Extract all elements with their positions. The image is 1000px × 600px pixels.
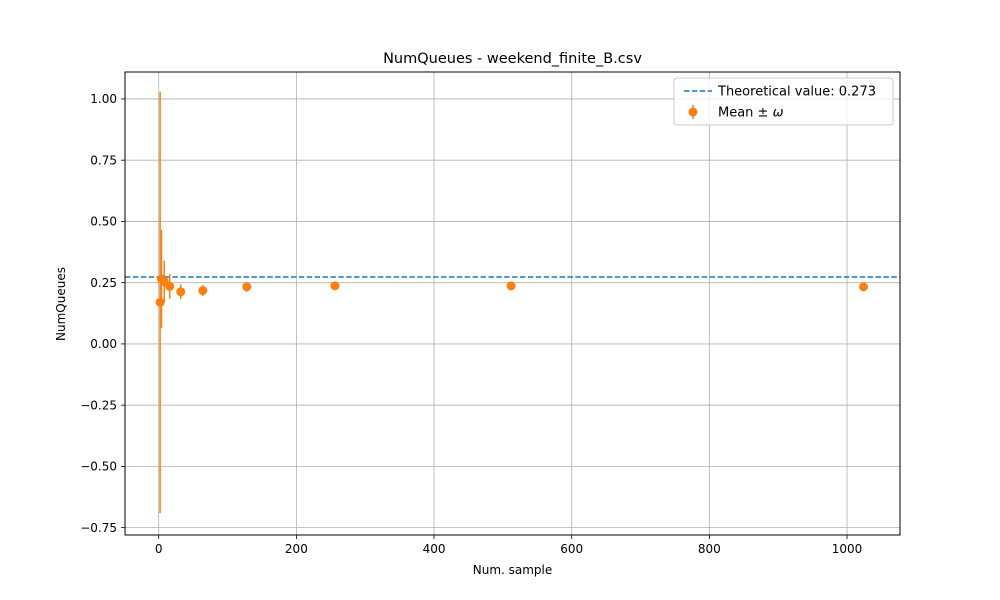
y-tick-label: 0.75 xyxy=(90,153,117,167)
mean-point xyxy=(198,286,208,296)
y-tick-label: 0.50 xyxy=(90,215,117,229)
mean-point xyxy=(330,281,340,291)
legend-marker-label-text: Mean ± xyxy=(718,106,773,121)
y-tick-label: 1.00 xyxy=(90,92,117,106)
mean-point xyxy=(155,297,165,307)
legend-omega-symbol: ω xyxy=(773,106,784,121)
legend: Theoretical value: 0.273 Mean ± ω xyxy=(673,77,894,126)
x-tick-label: 1000 xyxy=(832,542,863,556)
mean-point xyxy=(176,287,186,297)
legend-marker-label: Mean ± ω xyxy=(718,106,784,121)
x-tick-label: 200 xyxy=(285,542,308,556)
y-axis-ticks: −0.75 −0.50 −0.25 0.00 0.25 0.50 0.75 1.00 xyxy=(80,92,125,535)
legend-box xyxy=(673,77,894,126)
mean-point xyxy=(165,281,175,291)
y-axis-title: NumQueues xyxy=(54,267,68,341)
y-tick-label: −0.25 xyxy=(80,398,117,412)
legend-line-label: Theoretical value: 0.273 xyxy=(717,85,876,100)
mean-point xyxy=(506,281,516,291)
mean-point xyxy=(242,282,252,292)
y-tick-label: −0.50 xyxy=(80,460,117,474)
x-tick-label: 0 xyxy=(155,542,163,556)
chart-title: NumQueues - weekend_finite_B.csv xyxy=(383,51,642,67)
y-tick-label: 0.00 xyxy=(90,337,117,351)
x-tick-label: 400 xyxy=(423,542,446,556)
series-layer xyxy=(155,91,869,513)
y-tick-label: −0.75 xyxy=(80,521,117,535)
x-axis-title: Num. sample xyxy=(473,563,553,577)
y-tick-label: 0.25 xyxy=(90,276,117,290)
mean-point xyxy=(859,282,869,292)
plot-area-frame xyxy=(124,71,901,536)
x-axis-ticks: 0 200 400 600 800 1000 xyxy=(155,535,862,556)
legend-marker-swatch xyxy=(688,107,698,117)
x-tick-label: 600 xyxy=(560,542,583,556)
x-tick-label: 800 xyxy=(698,542,721,556)
